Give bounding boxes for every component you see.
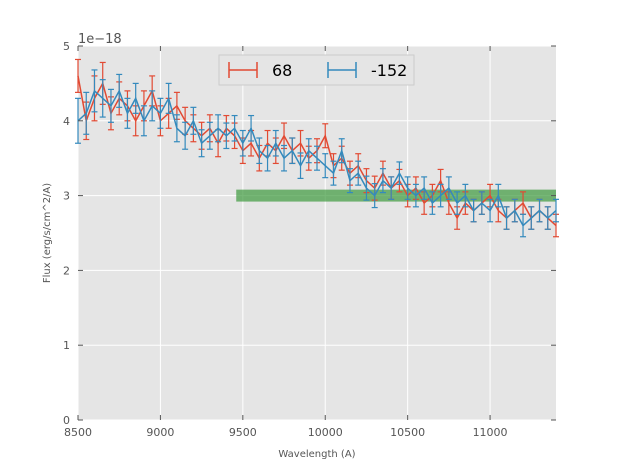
- y-offset-label: 1e−18: [78, 32, 122, 47]
- y-tick-label-4: 4: [63, 115, 70, 128]
- legend-marker-68: [228, 62, 258, 78]
- y-axis-label: Flux (erg/s/cm^2/A): [42, 183, 53, 283]
- x-tick-label-4: 10500: [390, 426, 425, 439]
- legend-label-minus152: -152: [371, 61, 407, 80]
- highlight-band: [236, 189, 556, 202]
- green-band: [236, 189, 556, 202]
- legend: 68 -152: [218, 54, 415, 86]
- legend-marker-minus152: [327, 62, 357, 78]
- y-tick-label-5: 5: [63, 40, 70, 53]
- y-tick-label-3: 3: [63, 190, 70, 203]
- plot-background: [78, 46, 556, 420]
- series-line-1: [77, 89, 557, 227]
- x-tick-label-2: 9500: [229, 426, 257, 439]
- series-group: [75, 58, 559, 238]
- y-tick-label-0: 0: [63, 414, 70, 427]
- legend-label-68: 68: [272, 61, 292, 80]
- axis-ticks: 8500 9000 9500 10000 10500 11000 0 1 2 3 4 5: [63, 40, 556, 439]
- x-axis-label: Wavelength (A): [278, 449, 355, 460]
- x-tick-label-0: 8500: [64, 426, 92, 439]
- y-tick-label-1: 1: [63, 339, 70, 352]
- y-tick-label-2: 2: [63, 264, 70, 277]
- x-tick-label-5: 11000: [473, 426, 508, 439]
- x-tick-label-3: 10000: [308, 426, 343, 439]
- x-tick-label-1: 9000: [146, 426, 174, 439]
- series-1: [75, 69, 559, 238]
